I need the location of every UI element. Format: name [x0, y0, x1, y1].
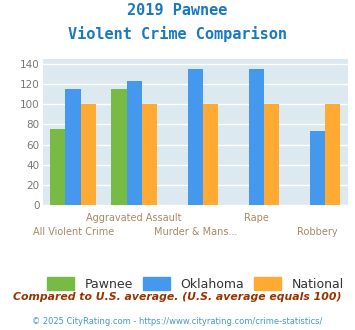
Text: © 2025 CityRating.com - https://www.cityrating.com/crime-statistics/: © 2025 CityRating.com - https://www.city…: [32, 317, 323, 326]
Bar: [126, 82, 142, 205]
Text: Aggravated Assault: Aggravated Assault: [86, 213, 182, 223]
Bar: [188, 69, 203, 205]
Text: All Violent Crime: All Violent Crime: [33, 227, 114, 237]
Bar: [310, 131, 325, 205]
Text: 2019 Pawnee: 2019 Pawnee: [127, 3, 228, 18]
Bar: [66, 89, 81, 205]
Bar: [203, 105, 218, 205]
Bar: [50, 129, 66, 205]
Legend: Pawnee, Oklahoma, National: Pawnee, Oklahoma, National: [42, 272, 349, 296]
Bar: [325, 105, 340, 205]
Text: Violent Crime Comparison: Violent Crime Comparison: [68, 26, 287, 42]
Text: Rape: Rape: [244, 213, 269, 223]
Bar: [264, 105, 279, 205]
Text: Murder & Mans...: Murder & Mans...: [153, 227, 237, 237]
Bar: [81, 105, 96, 205]
Text: Compared to U.S. average. (U.S. average equals 100): Compared to U.S. average. (U.S. average …: [13, 292, 342, 302]
Text: Robbery: Robbery: [297, 227, 338, 237]
Bar: [248, 69, 264, 205]
Bar: [142, 105, 157, 205]
Bar: [111, 89, 126, 205]
